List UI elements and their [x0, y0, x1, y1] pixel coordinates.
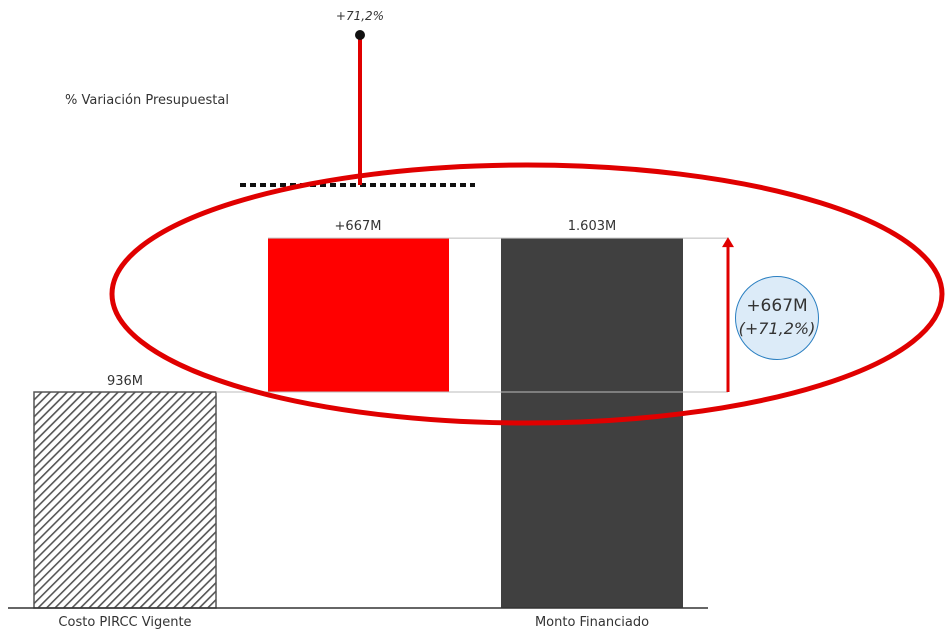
category-label-0: Costo PIRCC Vigente — [58, 615, 191, 630]
bar-costo-pircc-vigente — [33, 391, 217, 609]
variation-callout: +667M (+71,2%) — [735, 276, 819, 360]
variation-dot — [355, 30, 365, 40]
data-label-1: +667M — [335, 219, 382, 234]
variation-label: % Variación Presupuestal — [65, 93, 229, 108]
bar-increase — [268, 238, 449, 393]
data-label-2: 1.603M — [568, 219, 616, 234]
increase-arrow-head — [722, 237, 734, 248]
callout-percent: (+71,2%) — [738, 319, 816, 338]
variation-value: +71,2% — [336, 9, 384, 23]
data-label-0: 936M — [107, 374, 143, 389]
highlight-ellipse — [109, 162, 945, 426]
callout-amount: +667M — [746, 296, 808, 316]
category-label-2: Monto Financiado — [535, 615, 649, 630]
